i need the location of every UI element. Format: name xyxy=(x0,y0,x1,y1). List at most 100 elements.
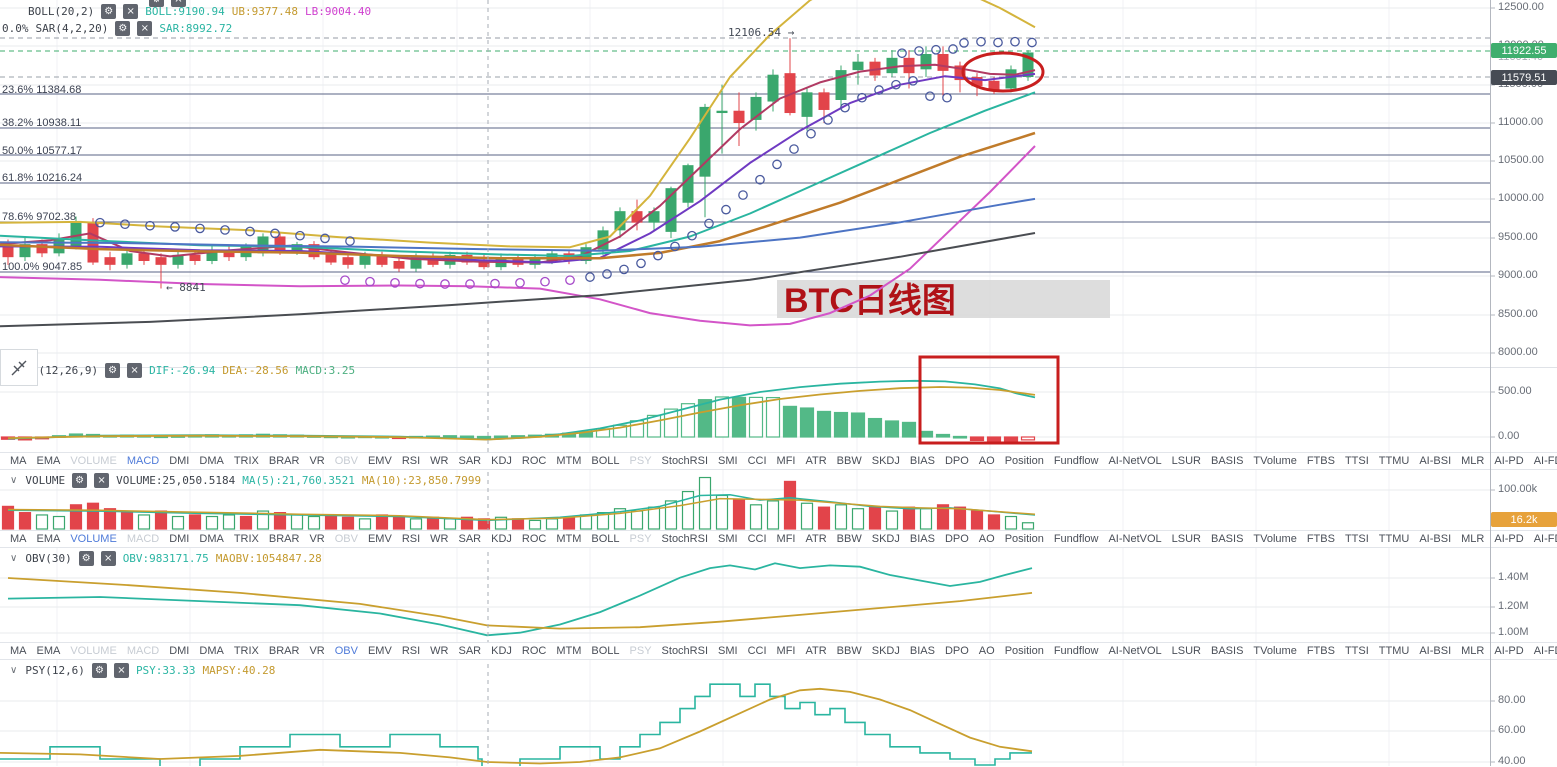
tab-macd[interactable]: MACD xyxy=(126,455,160,467)
tab-macd[interactable]: MACD xyxy=(126,645,160,657)
tab-bbw[interactable]: BBW xyxy=(836,533,862,545)
tab-ftbs[interactable]: FTBS xyxy=(1306,533,1335,545)
tab-obv[interactable]: OBV xyxy=(334,645,358,657)
tab-dmi[interactable]: DMI xyxy=(169,455,190,467)
tab-ai-fdi[interactable]: AI-FDI xyxy=(1533,455,1557,467)
tab-emv[interactable]: EMV xyxy=(367,533,392,545)
tab-bias[interactable]: BIAS xyxy=(909,455,935,467)
tab-ai-pd[interactable]: AI-PD xyxy=(1494,455,1524,467)
settings-gear-icon[interactable]: ⚙ xyxy=(72,473,88,488)
tab-roc[interactable]: ROC xyxy=(521,533,547,545)
tab-atr[interactable]: ATR xyxy=(805,533,827,545)
tab-ma[interactable]: MA xyxy=(10,455,27,467)
tab-volume[interactable]: VOLUME xyxy=(70,455,117,467)
price-axis-line[interactable] xyxy=(1490,0,1491,766)
tab-wr[interactable]: WR xyxy=(430,455,449,467)
tab-dma[interactable]: DMA xyxy=(199,533,224,545)
tab-brar[interactable]: BRAR xyxy=(268,533,300,545)
drawing-tool-button[interactable] xyxy=(0,349,38,386)
tab-wr[interactable]: WR xyxy=(430,533,449,545)
tab-emv[interactable]: EMV xyxy=(367,645,392,657)
tab-vr[interactable]: VR xyxy=(309,455,325,467)
tab-kdj[interactable]: KDJ xyxy=(491,645,512,657)
close-icon[interactable]: × xyxy=(94,473,110,488)
tab-cci[interactable]: CCI xyxy=(747,533,767,545)
tab-bias[interactable]: BIAS xyxy=(909,533,935,545)
close-icon[interactable]: × xyxy=(127,363,143,378)
tab-tvolume[interactable]: TVolume xyxy=(1253,455,1297,467)
tab-fundflow[interactable]: Fundflow xyxy=(1053,455,1099,467)
tab-psy[interactable]: PSY xyxy=(629,645,652,657)
tab-trix[interactable]: TRIX xyxy=(233,455,259,467)
tab-ttsi[interactable]: TTSI xyxy=(1344,645,1369,657)
close-icon[interactable]: × xyxy=(113,663,129,678)
tab-ai-bsi[interactable]: AI-BSI xyxy=(1419,455,1452,467)
tab-tvolume[interactable]: TVolume xyxy=(1253,645,1297,657)
tab-mlr[interactable]: MLR xyxy=(1461,645,1485,657)
tab-mtm[interactable]: MTM xyxy=(556,455,582,467)
settings-gear-icon[interactable]: ⚙ xyxy=(105,363,121,378)
tab-atr[interactable]: ATR xyxy=(805,455,827,467)
tab-basis[interactable]: BASIS xyxy=(1211,533,1244,545)
tab-macd[interactable]: MACD xyxy=(126,533,160,545)
tab-skdj[interactable]: SKDJ xyxy=(871,533,900,545)
tab-brar[interactable]: BRAR xyxy=(268,645,300,657)
tab-mfi[interactable]: MFI xyxy=(776,645,796,657)
tab-rsi[interactable]: RSI xyxy=(401,455,421,467)
tab-ttmu[interactable]: TTMU xyxy=(1378,645,1410,657)
tab-fundflow[interactable]: Fundflow xyxy=(1053,533,1099,545)
tab-emv[interactable]: EMV xyxy=(367,455,392,467)
tab-mlr[interactable]: MLR xyxy=(1461,533,1485,545)
tab-obv[interactable]: OBV xyxy=(334,533,358,545)
tab-dpo[interactable]: DPO xyxy=(944,455,969,467)
tab-vr[interactable]: VR xyxy=(309,533,325,545)
tab-roc[interactable]: ROC xyxy=(521,455,547,467)
tab-mlr[interactable]: MLR xyxy=(1461,455,1485,467)
close-icon[interactable]: × xyxy=(171,0,186,7)
tab-ttsi[interactable]: TTSI xyxy=(1344,455,1369,467)
collapse-chevron-icon[interactable]: ∨ xyxy=(10,665,18,676)
tab-ftbs[interactable]: FTBS xyxy=(1306,645,1335,657)
tab-skdj[interactable]: SKDJ xyxy=(871,645,900,657)
close-icon[interactable]: × xyxy=(123,4,139,19)
tab-sar[interactable]: SAR xyxy=(458,645,482,657)
settings-gear-icon[interactable]: ⚙ xyxy=(78,551,94,566)
tab-ao[interactable]: AO xyxy=(978,533,995,545)
tab-bbw[interactable]: BBW xyxy=(836,455,862,467)
tab-trix[interactable]: TRIX xyxy=(233,645,259,657)
tab-cci[interactable]: CCI xyxy=(747,645,767,657)
tab-ai-pd[interactable]: AI-PD xyxy=(1494,533,1524,545)
tab-kdj[interactable]: KDJ xyxy=(491,455,512,467)
settings-gear-icon[interactable]: ⚙ xyxy=(115,21,131,36)
tab-stochrsi[interactable]: StochRSI xyxy=(661,455,709,467)
tab-dmi[interactable]: DMI xyxy=(169,645,190,657)
tab-ma[interactable]: MA xyxy=(10,645,27,657)
tab-ai-fdi[interactable]: AI-FDI xyxy=(1533,533,1557,545)
tab-boll[interactable]: BOLL xyxy=(591,645,620,657)
tab-boll[interactable]: BOLL xyxy=(591,533,620,545)
settings-gear-icon[interactable]: ⚙ xyxy=(149,0,164,7)
collapse-chevron-icon[interactable]: ∨ xyxy=(10,553,18,564)
tab-fundflow[interactable]: Fundflow xyxy=(1053,645,1099,657)
tab-ttmu[interactable]: TTMU xyxy=(1378,533,1410,545)
tab-bias[interactable]: BIAS xyxy=(909,645,935,657)
tab-ma[interactable]: MA xyxy=(10,533,27,545)
tab-volume[interactable]: VOLUME xyxy=(70,533,117,545)
tab-ai-netvol[interactable]: AI-NetVOL xyxy=(1108,455,1162,467)
tab-ttmu[interactable]: TTMU xyxy=(1378,455,1410,467)
tab-trix[interactable]: TRIX xyxy=(233,533,259,545)
tab-smi[interactable]: SMI xyxy=(718,533,738,545)
collapse-chevron-icon[interactable]: ∨ xyxy=(10,475,18,486)
tab-ao[interactable]: AO xyxy=(978,645,995,657)
tab-basis[interactable]: BASIS xyxy=(1211,455,1244,467)
tab-brar[interactable]: BRAR xyxy=(268,455,300,467)
tab-dpo[interactable]: DPO xyxy=(944,533,969,545)
tab-kdj[interactable]: KDJ xyxy=(491,533,512,545)
tab-vr[interactable]: VR xyxy=(309,645,325,657)
tab-mtm[interactable]: MTM xyxy=(556,533,582,545)
tab-lsur[interactable]: LSUR xyxy=(1171,533,1201,545)
tab-lsur[interactable]: LSUR xyxy=(1171,455,1201,467)
tab-rsi[interactable]: RSI xyxy=(401,645,421,657)
tab-smi[interactable]: SMI xyxy=(718,645,738,657)
tab-ai-bsi[interactable]: AI-BSI xyxy=(1419,533,1452,545)
